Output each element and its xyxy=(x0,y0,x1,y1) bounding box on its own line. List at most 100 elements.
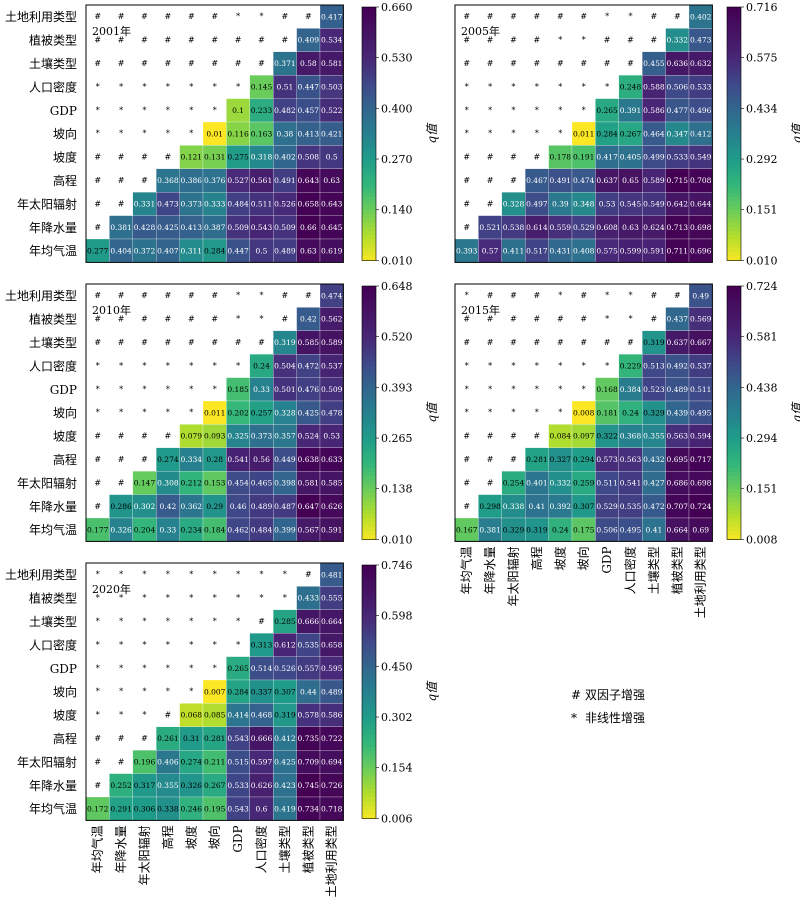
two-factor-mark: # xyxy=(510,176,517,185)
colorbar-segment xyxy=(727,429,741,435)
x-axis-labels-left: 年均气温 年降水量 年太阳辐射 高程 坡度 坡向 GDP 人口密度 土壤类型 植… xyxy=(90,825,339,897)
colorbar-segment xyxy=(362,23,376,29)
cell-value: 0.284 xyxy=(204,246,226,255)
cell-value: 0.63 xyxy=(622,223,639,232)
cell-value: 0.404 xyxy=(110,246,132,255)
two-factor-mark: # xyxy=(94,176,101,185)
colorbar-tick-label: 0.438 xyxy=(746,381,778,394)
cell-value: 0.347 xyxy=(667,129,689,138)
colorbar-segment xyxy=(362,87,376,93)
nonlinear-mark: * xyxy=(143,385,147,394)
colorbar-segment xyxy=(362,480,376,486)
colorbar-segment xyxy=(727,23,741,29)
colorbar-segment xyxy=(727,129,741,135)
cell-value: 0.376 xyxy=(204,176,226,185)
cell-value: 0.439 xyxy=(667,408,689,417)
colorbar-segment xyxy=(727,492,741,498)
cell-value: 0.294 xyxy=(573,455,595,464)
cell-value: 0.44 xyxy=(300,687,317,696)
y-label: 坡向 xyxy=(53,684,77,699)
nonlinear-mark: * xyxy=(605,12,609,21)
cell-value: 0.597 xyxy=(251,758,273,767)
cell-value: 0.167 xyxy=(456,525,478,534)
colorbar-segment xyxy=(362,286,376,291)
two-factor-mark: # xyxy=(94,223,101,232)
x-label: GDP xyxy=(231,825,245,852)
colorbar-segment xyxy=(362,471,376,477)
colorbar-segment xyxy=(727,57,741,63)
colorbar-segment xyxy=(727,421,741,426)
nonlinear-mark: * xyxy=(96,640,100,649)
cell-value: 0.614 xyxy=(526,223,548,232)
colorbar-segment xyxy=(362,733,376,739)
colorbar-segment xyxy=(727,19,741,25)
nonlinear-mark: * xyxy=(166,408,170,417)
nonlinear-mark: * xyxy=(143,687,147,696)
legend: # 双因子增强 * 非线性增强 xyxy=(571,688,645,725)
cell-value: 0.298 xyxy=(479,502,501,511)
colorbar-segment xyxy=(727,514,741,519)
colorbar-segment xyxy=(362,366,376,372)
cell-value: 0.24 xyxy=(253,362,270,371)
colorbar-segment xyxy=(727,104,741,109)
cell-value: 0.085 xyxy=(204,711,226,720)
cell-value: 0.643 xyxy=(298,176,320,185)
two-factor-mark: # xyxy=(557,12,564,21)
colorbar-segment xyxy=(727,125,741,131)
colorbar-segment xyxy=(727,298,741,304)
colorbar-segment xyxy=(727,87,741,93)
colorbar-segment xyxy=(727,192,741,198)
colorbar-segment xyxy=(727,146,741,152)
two-factor-mark: # xyxy=(165,291,172,300)
cell-value: 0.63 xyxy=(300,246,317,255)
colorbar-segment xyxy=(362,40,376,46)
two-factor-mark: # xyxy=(463,315,470,324)
two-factor-mark: # xyxy=(282,36,289,45)
cell-value: 0.319 xyxy=(643,338,665,347)
colorbar-segment xyxy=(362,83,376,88)
nonlinear-mark: * xyxy=(166,640,170,649)
y-label: 年太阳辐射 xyxy=(17,196,77,211)
y-label: 植被类型 xyxy=(29,33,77,48)
two-factor-mark: # xyxy=(463,12,470,21)
cell-value: 0.467 xyxy=(526,176,548,185)
colorbar-segment xyxy=(362,425,376,431)
cell-value: 0.543 xyxy=(227,804,249,813)
cell-value: 0.555 xyxy=(321,594,343,603)
cell-value: 0.5 xyxy=(256,246,268,255)
cell-value: 0.715 xyxy=(667,176,689,185)
nonlinear-mark: * xyxy=(189,385,193,394)
colorbar-segment xyxy=(362,649,376,655)
cell-value: 0.495 xyxy=(690,408,712,417)
two-factor-mark: # xyxy=(463,432,470,441)
heatmap-panel: * * * * * * * * * #0.481 * * * * * * * * * 0.433 0.555 * * * * * *… xyxy=(5,559,439,825)
cell-value: 0.481 xyxy=(321,570,342,579)
y-label: 年均气温 xyxy=(29,801,77,816)
colorbar-segment xyxy=(362,74,376,80)
nonlinear-mark: * xyxy=(465,129,469,138)
colorbar-segment xyxy=(727,378,741,384)
colorbar-segment xyxy=(727,209,741,215)
colorbar-segment xyxy=(362,746,376,752)
colorbar-segment xyxy=(362,137,376,143)
colorbar-segment xyxy=(362,691,376,697)
cell-value: 0.509 xyxy=(274,223,296,232)
two-factor-mark: # xyxy=(211,338,218,347)
two-factor-mark: # xyxy=(165,153,172,162)
cell-value: 0.391 xyxy=(620,106,641,115)
cell-value: 0.007 xyxy=(204,687,226,696)
two-factor-mark: # xyxy=(141,734,148,743)
nonlinear-mark: * xyxy=(283,570,287,579)
cell-value: 0.325 xyxy=(227,432,249,441)
cell-value: 0.472 xyxy=(643,502,665,511)
colorbar-segment xyxy=(362,235,376,240)
cell-value: 0.686 xyxy=(667,479,689,488)
colorbar-segment xyxy=(727,307,741,312)
colorbar-segment xyxy=(362,476,376,481)
colorbar-segment xyxy=(362,645,376,651)
two-factor-mark: # xyxy=(463,59,470,68)
nonlinear-mark: * xyxy=(605,82,609,91)
nonlinear-mark: * xyxy=(96,617,100,626)
x-label: 土壤类型 xyxy=(277,825,292,873)
two-factor-mark: # xyxy=(94,455,101,464)
